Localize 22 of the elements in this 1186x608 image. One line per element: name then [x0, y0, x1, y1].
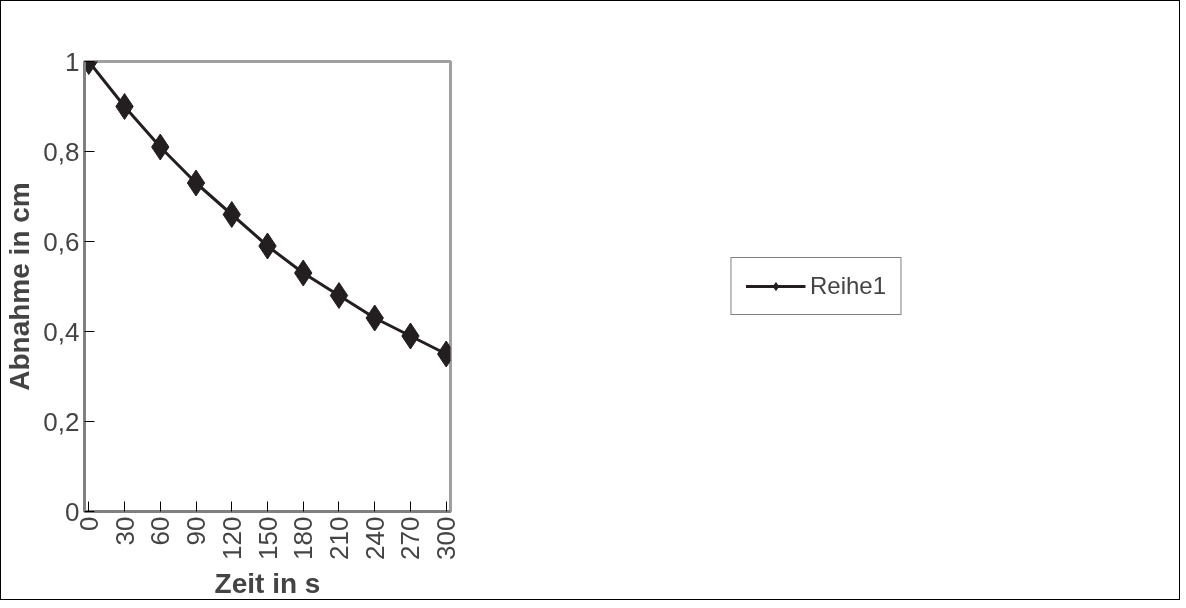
legend-label: Reihe1 — [809, 272, 887, 300]
x-tick-label: 30 — [109, 516, 140, 546]
y-axis-title: Abnahme in cm — [4, 182, 36, 391]
x-tick-label: 240 — [359, 516, 390, 560]
x-tick-label: 270 — [395, 516, 426, 560]
x-tick-label: 90 — [181, 516, 212, 546]
point — [222, 201, 241, 228]
x-tick-label: 150 — [252, 516, 283, 560]
x-tick-label: 120 — [216, 516, 247, 560]
point — [115, 93, 134, 120]
point — [329, 282, 349, 309]
point — [186, 169, 206, 197]
x-tick-label: 180 — [288, 516, 319, 560]
y-tick-label: 0,6 — [43, 226, 80, 257]
y-tick-label: 0,4 — [43, 316, 80, 347]
y-tick-label: 0,2 — [43, 406, 80, 437]
x-axis-title: Zeit in s — [214, 567, 321, 599]
x-tick-label: 60 — [145, 516, 176, 546]
y-tick-label: 0,8 — [43, 136, 80, 167]
x-tick-label: 210 — [323, 516, 354, 560]
y-tick-label: 1 — [65, 46, 80, 77]
x-tick-label: 300 — [431, 516, 462, 560]
